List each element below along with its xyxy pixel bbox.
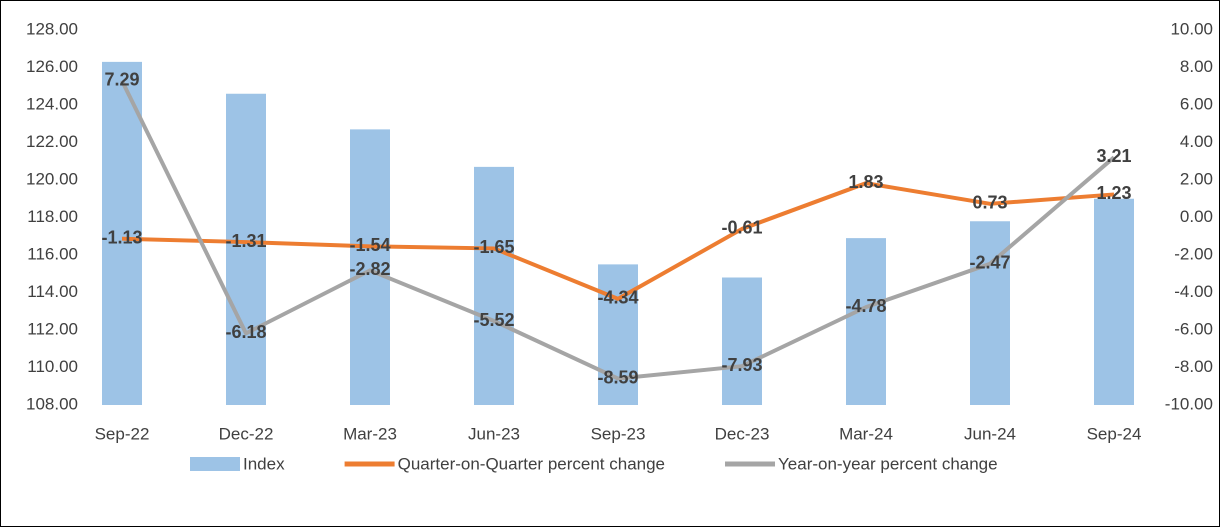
y-tick-label: 120.00	[26, 169, 78, 188]
x-tick-label: Dec-23	[715, 424, 770, 443]
bar	[722, 277, 762, 405]
y2-tick-label: -2.00	[1174, 244, 1213, 263]
bar	[474, 166, 514, 405]
y-tick-label: 114.00	[27, 282, 78, 301]
legend-label: Quarter-on-Quarter percent change	[398, 454, 665, 473]
data-label: -1.13	[101, 227, 142, 247]
data-label: 7.29	[104, 70, 139, 90]
bar	[1094, 198, 1134, 405]
line	[120, 79, 1116, 381]
x-tick-label: Mar-24	[839, 424, 893, 443]
y2-tick-label: 10.00	[1170, 19, 1213, 38]
y2-tick-label: 6.00	[1180, 94, 1213, 113]
y2-tick-label: 4.00	[1180, 132, 1213, 151]
y-tick-label: 116.00	[27, 244, 78, 263]
y-tick-label: 124.00	[26, 94, 78, 113]
y-tick-label: 122.00	[26, 132, 78, 151]
y2-tick-label: -10.00	[1165, 394, 1213, 413]
data-label: -1.54	[349, 235, 390, 255]
data-label: -2.82	[349, 259, 390, 279]
x-tick-label: Mar-23	[343, 424, 397, 443]
data-label: -8.59	[597, 367, 638, 387]
y-tick-label: 126.00	[26, 57, 78, 76]
bar	[350, 129, 390, 405]
bar	[598, 264, 638, 405]
y-tick-label: 128.00	[26, 19, 78, 38]
y2-tick-label: -6.00	[1174, 319, 1213, 338]
legend-swatch	[190, 457, 240, 471]
bar	[970, 221, 1010, 405]
bar	[102, 61, 142, 405]
bar	[226, 93, 266, 405]
y-tick-label: 110.00	[27, 357, 78, 376]
data-label: -0.61	[721, 218, 762, 238]
y2-tick-label: 2.00	[1180, 169, 1213, 188]
data-label: -1.65	[473, 237, 514, 257]
x-tick-label: Jun-23	[468, 424, 520, 443]
legend-label: Year-on-year percent change	[778, 454, 998, 473]
y2-tick-label: 8.00	[1180, 57, 1213, 76]
data-label: 1.83	[848, 172, 883, 192]
x-tick-label: Jun-24	[964, 424, 1016, 443]
data-label: -6.18	[225, 322, 266, 342]
data-label: -4.34	[597, 288, 638, 308]
legend-label: Index	[243, 454, 285, 473]
data-label: 1.23	[1096, 183, 1131, 203]
data-label: -5.52	[473, 310, 514, 330]
data-label: -7.93	[721, 355, 762, 375]
y2-tick-label: 0.00	[1180, 207, 1213, 226]
y2-tick-label: -4.00	[1174, 282, 1213, 301]
y-tick-label: 108.00	[26, 394, 78, 413]
data-label: 3.21	[1096, 146, 1131, 166]
x-tick-label: Sep-24	[1087, 424, 1142, 443]
x-tick-label: Sep-22	[95, 424, 150, 443]
data-label: 0.73	[972, 193, 1007, 213]
line	[121, 181, 1115, 301]
y-tick-label: 112.00	[27, 319, 78, 338]
x-tick-label: Sep-23	[591, 424, 646, 443]
data-label: -2.47	[969, 253, 1010, 273]
y-tick-label: 118.00	[27, 207, 78, 226]
data-label: -1.31	[225, 231, 266, 251]
bar	[846, 238, 886, 405]
x-tick-label: Dec-22	[219, 424, 274, 443]
y2-tick-label: -8.00	[1174, 357, 1213, 376]
data-label: -4.78	[845, 296, 886, 316]
